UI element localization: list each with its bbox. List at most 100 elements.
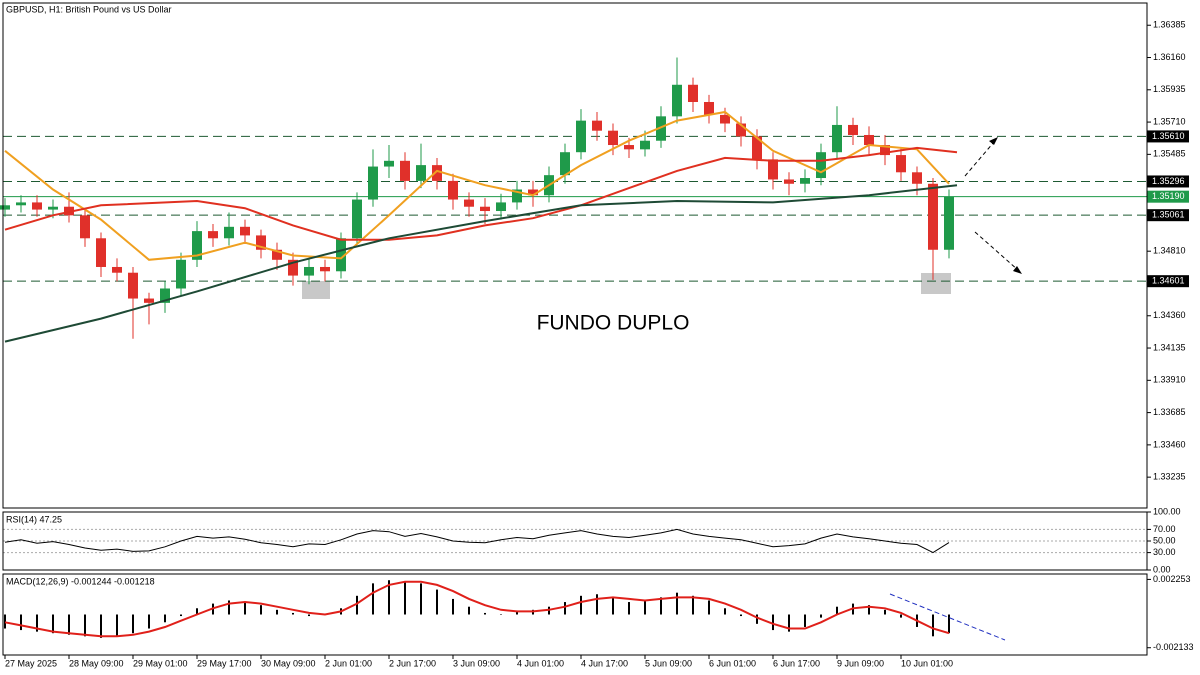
- x-tick-label: 30 May 09:00: [261, 658, 316, 668]
- candle-body: [736, 123, 746, 137]
- rsi-line: [4, 528, 950, 554]
- low-marker: [921, 273, 951, 294]
- x-tick-label: 2 Jun 17:00: [389, 658, 436, 668]
- level-label: 1.35061: [1152, 210, 1185, 220]
- macd-histogram: [804, 614, 806, 627]
- macd-histogram: [836, 606, 838, 615]
- candle-body: [896, 155, 906, 173]
- macd-histogram: [596, 594, 598, 615]
- macd-histogram: [756, 614, 758, 624]
- candle-body: [352, 199, 362, 239]
- candle-body: [336, 238, 346, 272]
- level-label-bg: [1147, 130, 1189, 143]
- macd-histogram: [932, 614, 934, 637]
- price-panel: [2, 2, 1148, 509]
- macd-histogram: [628, 602, 630, 615]
- macd-histogram: [484, 612, 486, 615]
- candle-body: [32, 202, 42, 210]
- y-tick-label: 1.33685: [1153, 407, 1186, 417]
- macd-histogram: [356, 595, 358, 615]
- candle-body: [800, 178, 810, 184]
- macd-histogram: [292, 612, 294, 615]
- candle-body: [144, 298, 154, 303]
- y-tick-label: 1.35710: [1153, 116, 1186, 126]
- candle-body: [944, 196, 954, 250]
- level-label-bg: [1147, 175, 1189, 188]
- macd-histogram: [420, 583, 422, 615]
- macd-histogram: [68, 614, 70, 635]
- x-tick-label: 29 May 17:00: [197, 658, 252, 668]
- macd-histogram: [148, 614, 150, 629]
- candle-body: [528, 189, 538, 196]
- macd-histogram: [900, 614, 902, 618]
- macd-histogram: [580, 595, 582, 615]
- macd-histogram: [164, 614, 166, 623]
- candle-body: [240, 226, 250, 236]
- candle-body: [432, 165, 442, 181]
- y-tick-label: -0.002133: [1153, 642, 1194, 652]
- chart-title: GBPUSD, H1: British Pound vs US Dollar: [6, 4, 172, 14]
- arrow-down: [974, 231, 1019, 271]
- candle-body: [752, 136, 762, 160]
- candle-body: [592, 120, 602, 131]
- candle-body: [720, 114, 730, 124]
- level-label: 1.35610: [1152, 131, 1185, 141]
- candle-body: [496, 202, 506, 212]
- candle-body: [624, 145, 634, 150]
- macd-histogram: [404, 581, 406, 615]
- macd-histogram: [612, 597, 614, 615]
- x-tick-label: 2 Jun 01:00: [325, 658, 372, 668]
- candle-body: [96, 238, 106, 267]
- candle-body: [704, 101, 714, 115]
- y-tick-label: 1.34135: [1153, 342, 1186, 352]
- macd-histogram: [388, 580, 390, 615]
- macd-histogram: [948, 614, 950, 634]
- y-tick-label: 1.34360: [1153, 310, 1186, 320]
- macd-histogram: [644, 600, 646, 615]
- macd-panel: [2, 573, 1148, 656]
- candle-body: [672, 84, 682, 117]
- macd-histogram: [276, 609, 278, 615]
- x-tick-label: 28 May 09:00: [69, 658, 124, 668]
- y-tick-label: 1.35935: [1153, 84, 1186, 94]
- candle-body: [656, 116, 666, 141]
- macd-histogram: [372, 583, 374, 615]
- macd-histogram: [788, 614, 790, 632]
- candle-body: [448, 180, 458, 200]
- y-tick-label: 50.00: [1153, 535, 1176, 545]
- candle-body: [384, 160, 394, 167]
- candle-body: [864, 134, 874, 146]
- macd-histogram: [452, 598, 454, 615]
- x-tick-label: 4 Jun 01:00: [517, 658, 564, 668]
- macd-histogram: [20, 614, 22, 631]
- macd-histogram: [740, 614, 742, 617]
- candle-body: [928, 183, 938, 250]
- macd-histogram: [868, 605, 870, 615]
- candle-body: [192, 231, 202, 260]
- macd-histogram: [724, 608, 726, 615]
- candle-body: [512, 189, 522, 203]
- rsi-label: RSI(14) 47.25: [6, 514, 62, 524]
- macd-histogram: [500, 614, 502, 615]
- macd-histogram: [180, 614, 182, 617]
- candle-body: [848, 124, 858, 135]
- y-tick-label: 1.36385: [1153, 20, 1186, 30]
- y-tick-label: 1.33460: [1153, 439, 1186, 449]
- candle-body: [880, 145, 890, 156]
- candle-body: [416, 165, 426, 181]
- candle-body: [272, 249, 282, 260]
- x-tick-label: 3 Jun 09:00: [453, 658, 500, 668]
- candle-body: [48, 206, 58, 210]
- macd-histogram: [244, 602, 246, 615]
- macd-histogram: [884, 609, 886, 615]
- macd-histogram: [132, 614, 134, 634]
- candle-body: [816, 152, 826, 179]
- macd-histogram: [196, 608, 198, 615]
- candle-body: [768, 159, 778, 180]
- low-marker: [302, 281, 330, 299]
- y-tick-label: 1.33910: [1153, 375, 1186, 385]
- macd-trendline: [889, 593, 1006, 641]
- macd-histogram: [84, 614, 86, 637]
- candle-body: [80, 215, 90, 239]
- macd-histogram: [308, 614, 310, 617]
